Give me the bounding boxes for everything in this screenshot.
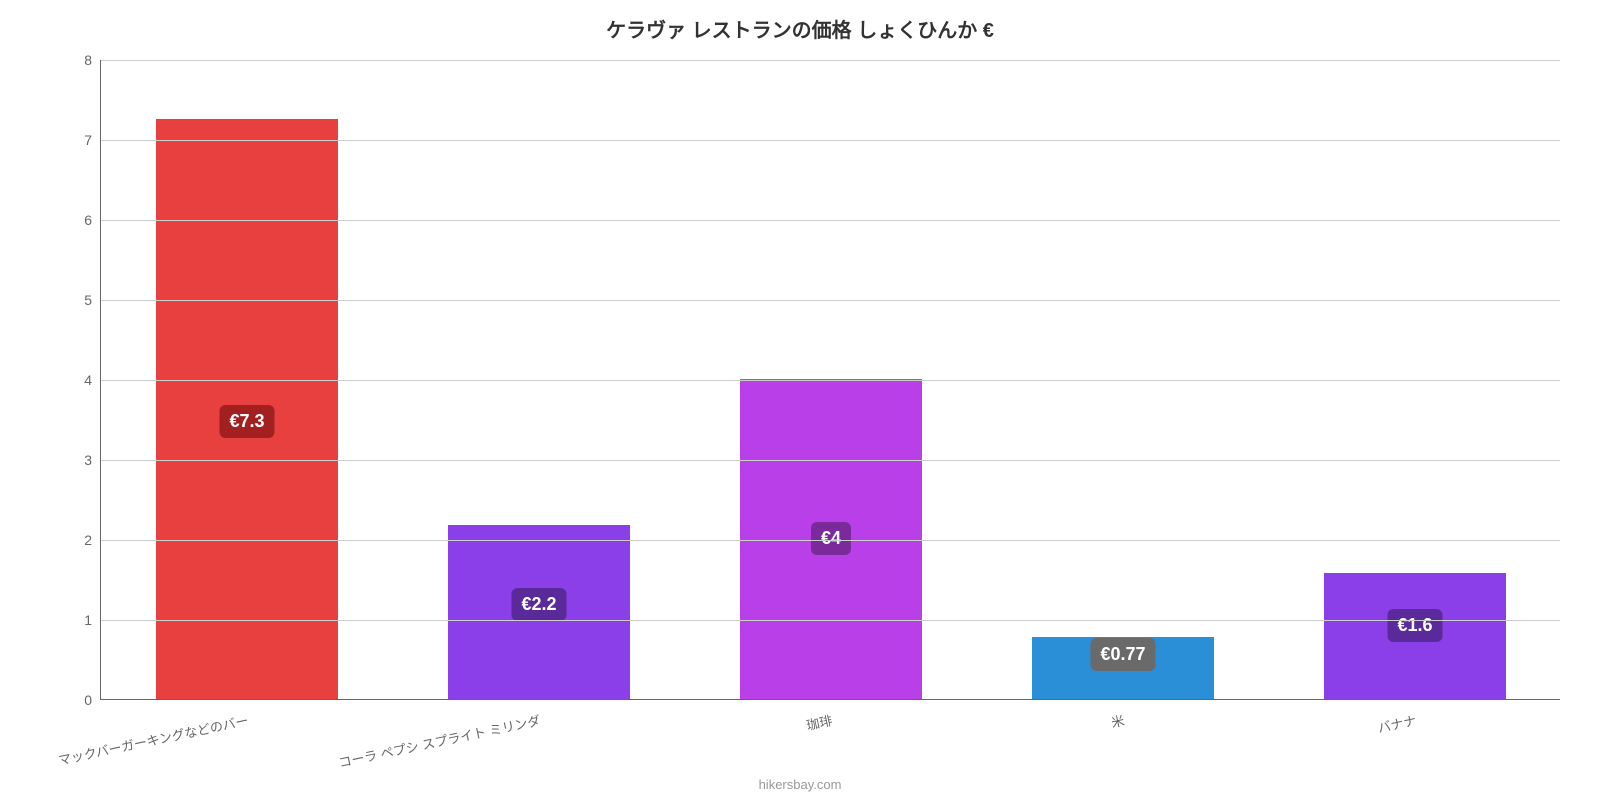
y-tick-label: 7 bbox=[60, 132, 92, 148]
gridline bbox=[101, 300, 1560, 301]
y-tick-label: 5 bbox=[60, 292, 92, 308]
value-badge: €0.77 bbox=[1090, 638, 1155, 671]
bar: €1.6 bbox=[1324, 573, 1505, 699]
y-tick-label: 2 bbox=[60, 532, 92, 548]
y-tick-label: 0 bbox=[60, 692, 92, 708]
chart-source: hikersbay.com bbox=[0, 777, 1600, 792]
value-badge: €7.3 bbox=[219, 405, 274, 438]
x-tick-label: 珈琲 bbox=[805, 710, 834, 734]
gridline bbox=[101, 380, 1560, 381]
gridline bbox=[101, 540, 1560, 541]
x-tick-label: 米 bbox=[1109, 710, 1126, 731]
bar: €2.2 bbox=[448, 525, 629, 699]
y-tick-label: 8 bbox=[60, 52, 92, 68]
y-tick-label: 4 bbox=[60, 372, 92, 388]
chart-title: ケラヴァ レストランの価格 しょくひんか € bbox=[0, 14, 1600, 43]
y-tick-label: 1 bbox=[60, 612, 92, 628]
bar: €0.77 bbox=[1032, 637, 1213, 699]
price-bar-chart: ケラヴァ レストランの価格 しょくひんか € €7.3 €2.2 €4 €0.77 €1… bbox=[0, 0, 1600, 800]
x-tick-label: コーラ ペプシ スプライト ミリンダ bbox=[337, 710, 542, 771]
gridline bbox=[101, 60, 1560, 61]
y-tick-label: 3 bbox=[60, 452, 92, 468]
gridline bbox=[101, 620, 1560, 621]
bar: €4 bbox=[740, 379, 921, 699]
bar: €7.3 bbox=[156, 119, 337, 699]
plot-area: €7.3 €2.2 €4 €0.77 €1.6 bbox=[100, 60, 1560, 700]
y-tick-label: 6 bbox=[60, 212, 92, 228]
gridline bbox=[101, 220, 1560, 221]
gridline bbox=[101, 140, 1560, 141]
x-tick-label: バナナ bbox=[1376, 710, 1418, 737]
value-badge: €2.2 bbox=[511, 588, 566, 621]
value-badge: €4 bbox=[811, 522, 851, 555]
gridline bbox=[101, 460, 1560, 461]
value-badge: €1.6 bbox=[1387, 609, 1442, 642]
x-tick-label: マックバーガーキングなどのバー bbox=[56, 710, 250, 769]
